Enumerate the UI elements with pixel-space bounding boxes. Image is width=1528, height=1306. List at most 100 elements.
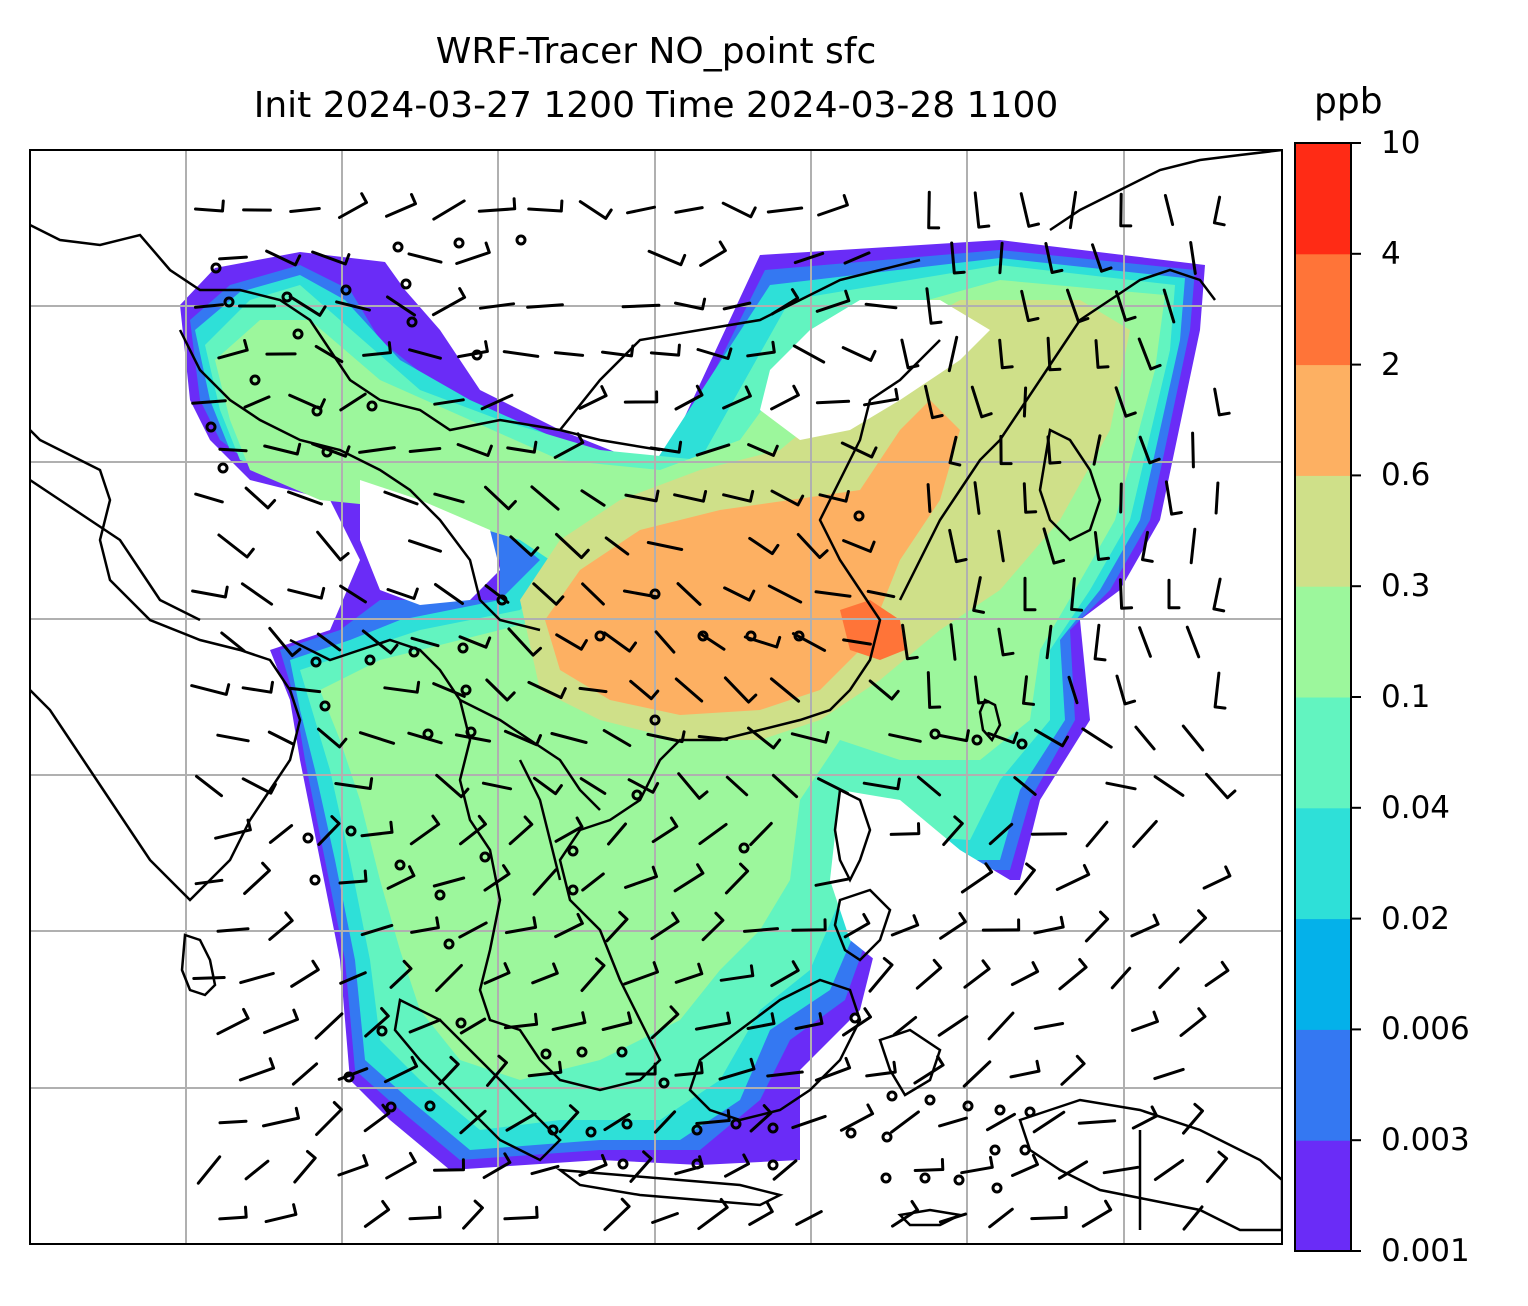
calm-wind-marker bbox=[767, 1122, 779, 1134]
wind-barb bbox=[695, 443, 731, 457]
conc-fill-tibet-gap bbox=[760, 300, 990, 440]
wind-barb bbox=[1081, 727, 1113, 749]
wind-barb bbox=[748, 1201, 774, 1226]
coastline-sulawesi bbox=[878, 1028, 942, 1097]
wind-barb bbox=[604, 536, 630, 556]
wind-barb bbox=[937, 729, 970, 743]
wind-barb bbox=[458, 635, 492, 649]
wind-barb bbox=[1093, 623, 1107, 662]
wind-barb bbox=[948, 435, 962, 467]
calm-wind-marker bbox=[924, 1094, 936, 1106]
wind-barb bbox=[696, 347, 733, 360]
wind-barb bbox=[1212, 195, 1226, 227]
wind-barb bbox=[314, 1012, 344, 1040]
calm-wind-marker bbox=[453, 237, 465, 249]
wind-barb bbox=[485, 678, 516, 702]
wind-barb bbox=[410, 916, 440, 934]
wind-barb bbox=[647, 249, 687, 267]
wind-barb bbox=[358, 731, 396, 745]
wind-barb bbox=[649, 440, 683, 454]
wind-barb bbox=[578, 1153, 608, 1177]
wind-barb bbox=[987, 1011, 1015, 1041]
wind-barb bbox=[291, 1062, 319, 1086]
wind-barb bbox=[948, 528, 968, 564]
colorbar-swatch bbox=[1295, 364, 1351, 476]
wind-barb bbox=[900, 338, 920, 370]
wind-barb bbox=[864, 302, 898, 310]
wind-barb bbox=[625, 1062, 657, 1076]
wind-barb bbox=[1189, 527, 1197, 565]
calm-wind-marker bbox=[691, 1124, 703, 1136]
wind-barb bbox=[698, 822, 728, 846]
wind-barb bbox=[722, 489, 755, 503]
calm-wind-marker bbox=[691, 1158, 703, 1170]
wind-barb bbox=[432, 876, 466, 888]
wind-barb bbox=[624, 865, 658, 889]
border-central-asia bbox=[30, 223, 661, 452]
wind-barb bbox=[649, 343, 681, 357]
wind-barb bbox=[408, 447, 442, 453]
wind-barb bbox=[1068, 190, 1078, 230]
wind-barb bbox=[1077, 1119, 1117, 1125]
wind-barb bbox=[362, 341, 392, 357]
calm-wind-marker bbox=[210, 262, 222, 274]
wind-barb bbox=[508, 815, 534, 846]
wind-barb bbox=[602, 729, 632, 747]
wind-barb bbox=[913, 1158, 945, 1172]
wind-barb bbox=[926, 671, 942, 709]
wind-barb bbox=[841, 346, 877, 362]
wind-barb bbox=[478, 302, 516, 310]
wind-barb bbox=[942, 815, 964, 846]
wind-barb bbox=[484, 584, 510, 604]
wind-barb bbox=[654, 630, 676, 654]
calm-wind-marker bbox=[880, 1172, 892, 1184]
map-frame bbox=[29, 149, 1283, 1245]
wind-barb bbox=[973, 675, 990, 705]
wind-barb bbox=[1134, 725, 1156, 751]
wind-barb bbox=[646, 541, 684, 551]
wind-barb bbox=[603, 1112, 631, 1132]
wind-barb bbox=[438, 1055, 460, 1086]
calm-wind-marker bbox=[745, 630, 757, 642]
calm-wind-marker bbox=[886, 1090, 898, 1102]
wind-barb bbox=[483, 864, 511, 892]
calm-wind-marker bbox=[460, 684, 472, 696]
wind-barb bbox=[408, 1205, 442, 1221]
wind-barb bbox=[629, 1150, 653, 1183]
wind-barb bbox=[1141, 530, 1154, 563]
wind-barb bbox=[747, 443, 779, 457]
wind-barb bbox=[216, 733, 250, 743]
wind-barb bbox=[361, 629, 399, 655]
wind-barb bbox=[701, 911, 725, 942]
border-china-india bbox=[178, 329, 541, 632]
wind-barb bbox=[241, 680, 274, 694]
wind-barb bbox=[862, 777, 901, 791]
wind-barb bbox=[509, 535, 540, 557]
wind-barb bbox=[694, 1011, 732, 1031]
wind-barb bbox=[1202, 865, 1232, 890]
wind-barb bbox=[462, 1199, 484, 1230]
wind-barb bbox=[938, 1116, 968, 1128]
wind-barb bbox=[262, 1106, 300, 1128]
calm-wind-marker bbox=[1019, 1144, 1031, 1156]
chart-title-line1: WRF-Tracer NO_point sfc bbox=[435, 31, 877, 72]
wind-barb bbox=[580, 489, 606, 507]
wind-barb bbox=[191, 585, 229, 599]
colorbar-swatch bbox=[1295, 1140, 1351, 1252]
wind-barb bbox=[555, 532, 590, 560]
wind-barb bbox=[840, 441, 878, 459]
wind-barb bbox=[553, 432, 585, 459]
colorbar-tick-label: 0.02 bbox=[1381, 900, 1451, 937]
wind-barb bbox=[988, 822, 1014, 846]
wind-barb bbox=[1130, 913, 1160, 938]
wind-barb bbox=[480, 393, 514, 411]
wind-barb bbox=[531, 962, 559, 985]
wind-barb bbox=[817, 194, 849, 217]
conc-fill-2 bbox=[840, 600, 905, 660]
wind-barbs bbox=[190, 190, 1237, 1232]
wind-barb bbox=[926, 483, 932, 513]
wind-barb bbox=[925, 287, 943, 325]
wind-barb bbox=[772, 1159, 798, 1181]
wind-barb bbox=[339, 584, 367, 604]
